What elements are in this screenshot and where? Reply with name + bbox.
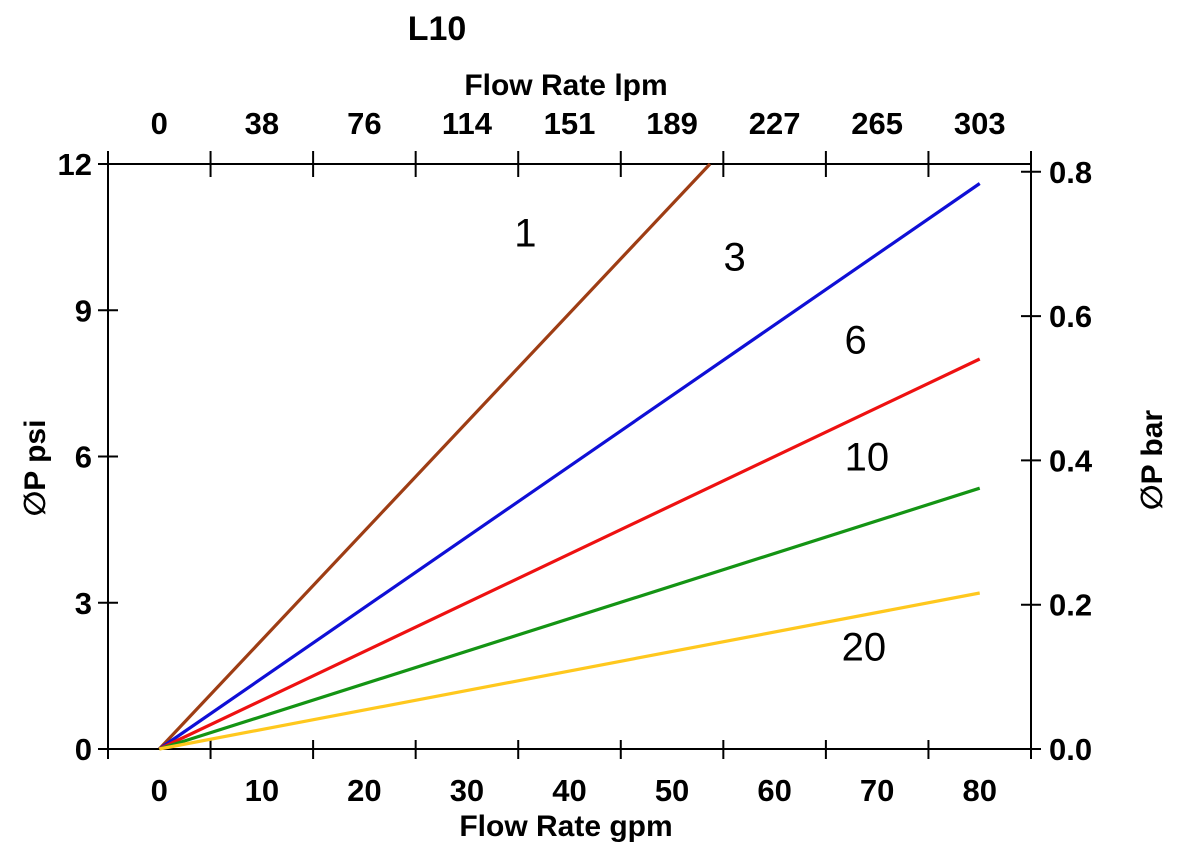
series-line-1 (158, 162, 712, 751)
x-axis-bottom-tick-label: 30 (450, 773, 484, 808)
series-label-20: 20 (842, 626, 887, 670)
top-axis-title: Flow Rate lpm (464, 69, 667, 102)
plot-frame (107, 163, 1032, 750)
series-line-20 (158, 591, 981, 751)
series-line-3 (158, 182, 981, 751)
series-label-1: 1 (514, 211, 536, 255)
y-axis-right-tick-label: 0.8 (1049, 155, 1092, 190)
series-line-10 (158, 486, 981, 751)
y-axis-left-tick-label: 12 (58, 147, 92, 182)
x-axis-top-tick-label: 151 (544, 106, 596, 141)
bottom-axis-title: Flow Rate gpm (459, 810, 672, 843)
x-axis-top-tick-label: 76 (347, 106, 381, 141)
x-axis-top-tick-label: 303 (954, 106, 1006, 141)
x-axis-bottom-tick-label: 20 (347, 773, 381, 808)
series-label-6: 6 (845, 319, 867, 363)
y-axis-right-tick-label: 0.2 (1049, 588, 1092, 623)
x-axis-top-tick-label: 189 (646, 106, 698, 141)
x-axis-top-tick-label: 227 (749, 106, 801, 141)
y-axis-left-tick-label: 0 (75, 732, 92, 767)
series-label-3: 3 (723, 236, 745, 280)
series-label-10: 10 (845, 436, 890, 480)
x-axis-bottom-tick-label: 60 (757, 773, 791, 808)
y-axis-right-tick-label: 0.6 (1049, 299, 1092, 334)
right-axis-title: ∅P bar (1136, 410, 1169, 511)
y-axis-left-tick-label: 9 (75, 293, 92, 328)
y-axis-left-tick-label: 3 (75, 586, 92, 621)
x-axis-bottom-tick-label: 10 (245, 773, 279, 808)
left-axis-title: ∅P psi (19, 420, 52, 517)
y-axis-right-tick-label: 0.4 (1049, 443, 1093, 478)
x-axis-bottom-tick-label: 0 (151, 773, 168, 808)
y-axis-left-tick-label: 6 (75, 440, 92, 475)
x-axis-bottom-tick-label: 40 (552, 773, 586, 808)
x-axis-bottom-tick-label: 70 (860, 773, 894, 808)
x-axis-top-tick-label: 265 (851, 106, 903, 141)
x-axis-top-tick-label: 0 (151, 106, 168, 141)
x-axis-top-tick-label: 114 (442, 106, 493, 141)
y-axis-right-tick-label: 0.0 (1049, 732, 1092, 767)
chart-title: L10 (408, 10, 467, 48)
x-axis-top-tick-label: 38 (245, 106, 279, 141)
x-axis-bottom-tick-label: 50 (655, 773, 689, 808)
x-axis-bottom-tick-label: 80 (962, 773, 996, 808)
series-line-6 (158, 357, 981, 751)
